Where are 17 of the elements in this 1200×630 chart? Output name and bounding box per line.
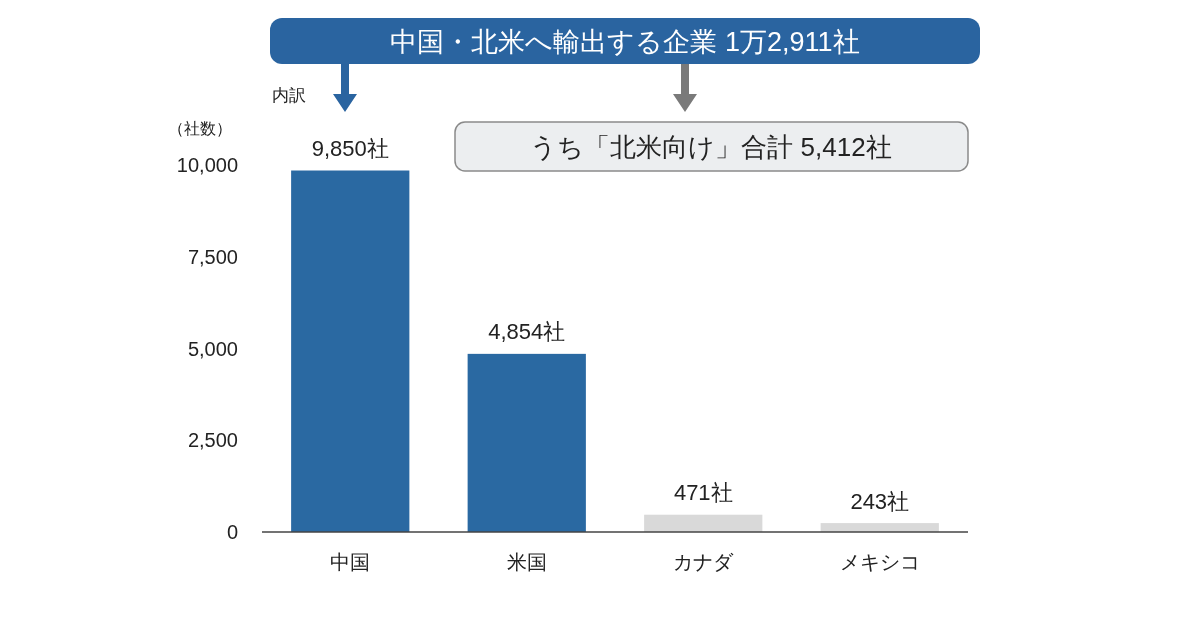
- text: うち「北米向け」合計 5,412社: [530, 132, 892, 162]
- x-tick-label: カナダ: [673, 551, 735, 573]
- y-tick-label: 2,500: [187, 429, 238, 452]
- y-tick-label: 5,000: [187, 337, 238, 360]
- data-label: 9,850社: [311, 136, 389, 162]
- y-tick-label: 7,500: [187, 245, 238, 268]
- x-tick-label: 中国: [330, 551, 371, 573]
- text: 内訳: [272, 85, 306, 105]
- y-tick-label: 10,000: [176, 154, 238, 176]
- y-axis-title: （社数）: [168, 119, 232, 137]
- y-tick-label: 0: [226, 521, 238, 543]
- text: 中国・北米へ輸出する企業 1万2,911社: [390, 27, 860, 57]
- data-label: 4,854社: [488, 319, 566, 345]
- data-label: 243社: [850, 488, 910, 514]
- x-tick-label: 米国: [506, 551, 547, 573]
- data-label: 471社: [673, 480, 733, 506]
- x-tick-label: メキシコ: [839, 551, 920, 573]
